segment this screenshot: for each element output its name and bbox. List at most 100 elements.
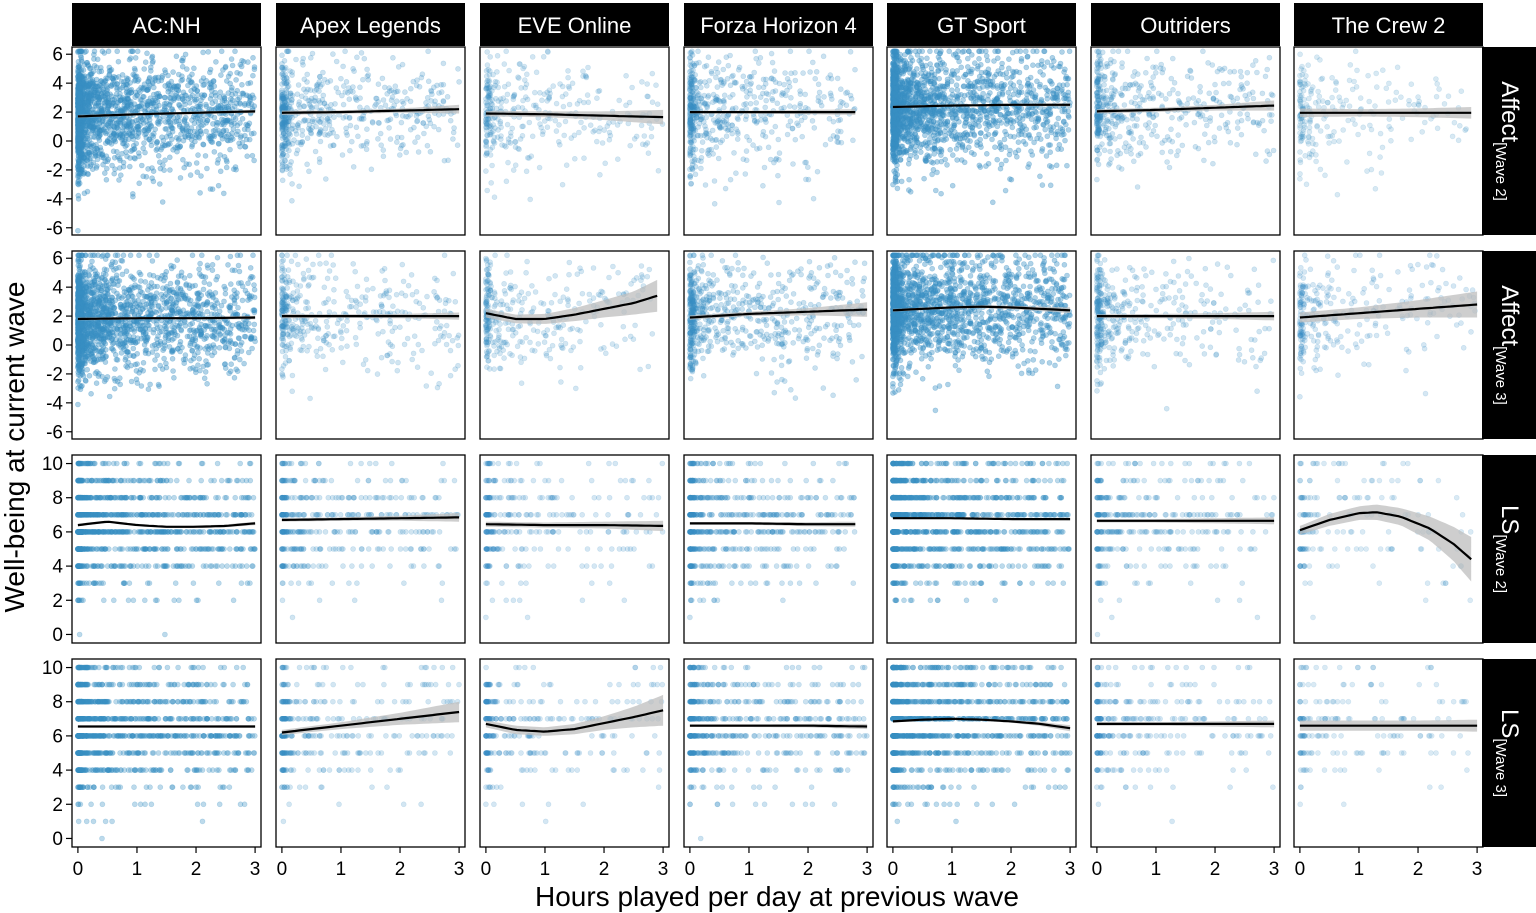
data-point — [173, 53, 180, 60]
data-point — [226, 132, 232, 138]
data-point — [555, 139, 562, 145]
data-point — [727, 82, 734, 89]
data-point — [504, 91, 511, 98]
data-point — [239, 57, 245, 64]
data-point — [581, 125, 587, 131]
data-point — [181, 98, 187, 104]
data-point — [923, 62, 929, 69]
data-point — [729, 122, 736, 129]
data-point — [494, 52, 501, 59]
data-point — [958, 157, 965, 163]
data-point — [743, 148, 750, 154]
data-point — [486, 93, 493, 99]
data-point — [995, 68, 1002, 74]
data-point — [1035, 115, 1042, 121]
data-point — [86, 123, 93, 129]
data-point — [247, 94, 253, 101]
data-point — [645, 93, 651, 100]
data-point — [587, 122, 594, 128]
data-point — [144, 100, 150, 107]
data-point — [428, 98, 435, 104]
data-point — [125, 96, 132, 103]
data-point — [703, 62, 710, 69]
data-point — [387, 116, 394, 122]
data-point — [221, 190, 227, 197]
data-point — [279, 64, 285, 71]
data-point — [221, 95, 228, 101]
data-point — [1008, 74, 1015, 80]
data-point — [76, 166, 83, 172]
data-point — [559, 181, 566, 188]
data-point — [131, 78, 138, 84]
data-point — [350, 89, 356, 95]
data-point — [163, 126, 170, 132]
data-point — [1064, 81, 1070, 88]
data-point — [450, 136, 456, 142]
data-point — [136, 150, 142, 156]
data-point — [102, 170, 108, 176]
data-point — [546, 87, 553, 93]
data-point — [769, 97, 776, 104]
data-point — [158, 146, 164, 153]
data-point — [917, 149, 924, 155]
data-point — [966, 121, 973, 127]
data-point — [907, 145, 914, 151]
data-point — [128, 89, 135, 96]
data-point — [784, 131, 791, 138]
data-point — [245, 80, 251, 87]
data-point — [454, 142, 461, 148]
data-point — [1007, 85, 1014, 91]
data-point — [822, 141, 829, 148]
data-point — [490, 71, 496, 78]
data-point — [167, 167, 173, 173]
data-point — [955, 142, 961, 148]
data-point — [179, 63, 186, 70]
data-point — [162, 142, 169, 149]
data-point — [944, 162, 950, 168]
data-point — [1023, 96, 1030, 102]
data-point — [403, 149, 410, 156]
data-point — [119, 150, 125, 157]
data-point — [327, 143, 334, 149]
data-point — [487, 54, 494, 60]
data-point — [530, 102, 537, 109]
data-point — [193, 96, 200, 103]
data-point — [138, 118, 144, 124]
data-point — [304, 71, 311, 78]
data-point — [938, 190, 944, 197]
data-point — [692, 156, 698, 163]
data-point — [392, 83, 399, 89]
data-point — [644, 140, 651, 146]
data-point — [153, 103, 159, 110]
data-point — [949, 87, 955, 93]
data-point — [84, 157, 91, 164]
data-point — [360, 116, 367, 122]
data-point — [126, 119, 132, 126]
data-point — [648, 125, 655, 131]
data-point — [280, 104, 287, 110]
data-point — [771, 68, 778, 74]
data-point — [399, 61, 406, 68]
data-point — [444, 94, 451, 100]
data-point — [1047, 182, 1054, 189]
data-point — [347, 147, 353, 154]
data-point — [86, 94, 93, 100]
data-point — [1007, 97, 1014, 104]
data-point — [172, 144, 178, 151]
data-point — [490, 128, 497, 134]
data-point — [1034, 78, 1040, 85]
data-point — [119, 136, 125, 143]
data-point — [561, 132, 568, 139]
data-point — [295, 101, 302, 108]
data-point — [835, 128, 841, 134]
data-point — [1047, 124, 1053, 130]
data-point — [984, 57, 991, 64]
data-point — [139, 162, 145, 169]
data-point — [550, 83, 557, 89]
data-point — [503, 144, 509, 150]
data-point — [715, 59, 722, 65]
data-point — [607, 132, 614, 139]
data-point — [931, 71, 938, 78]
data-point — [180, 157, 186, 163]
panel-0-3 — [683, 46, 874, 236]
